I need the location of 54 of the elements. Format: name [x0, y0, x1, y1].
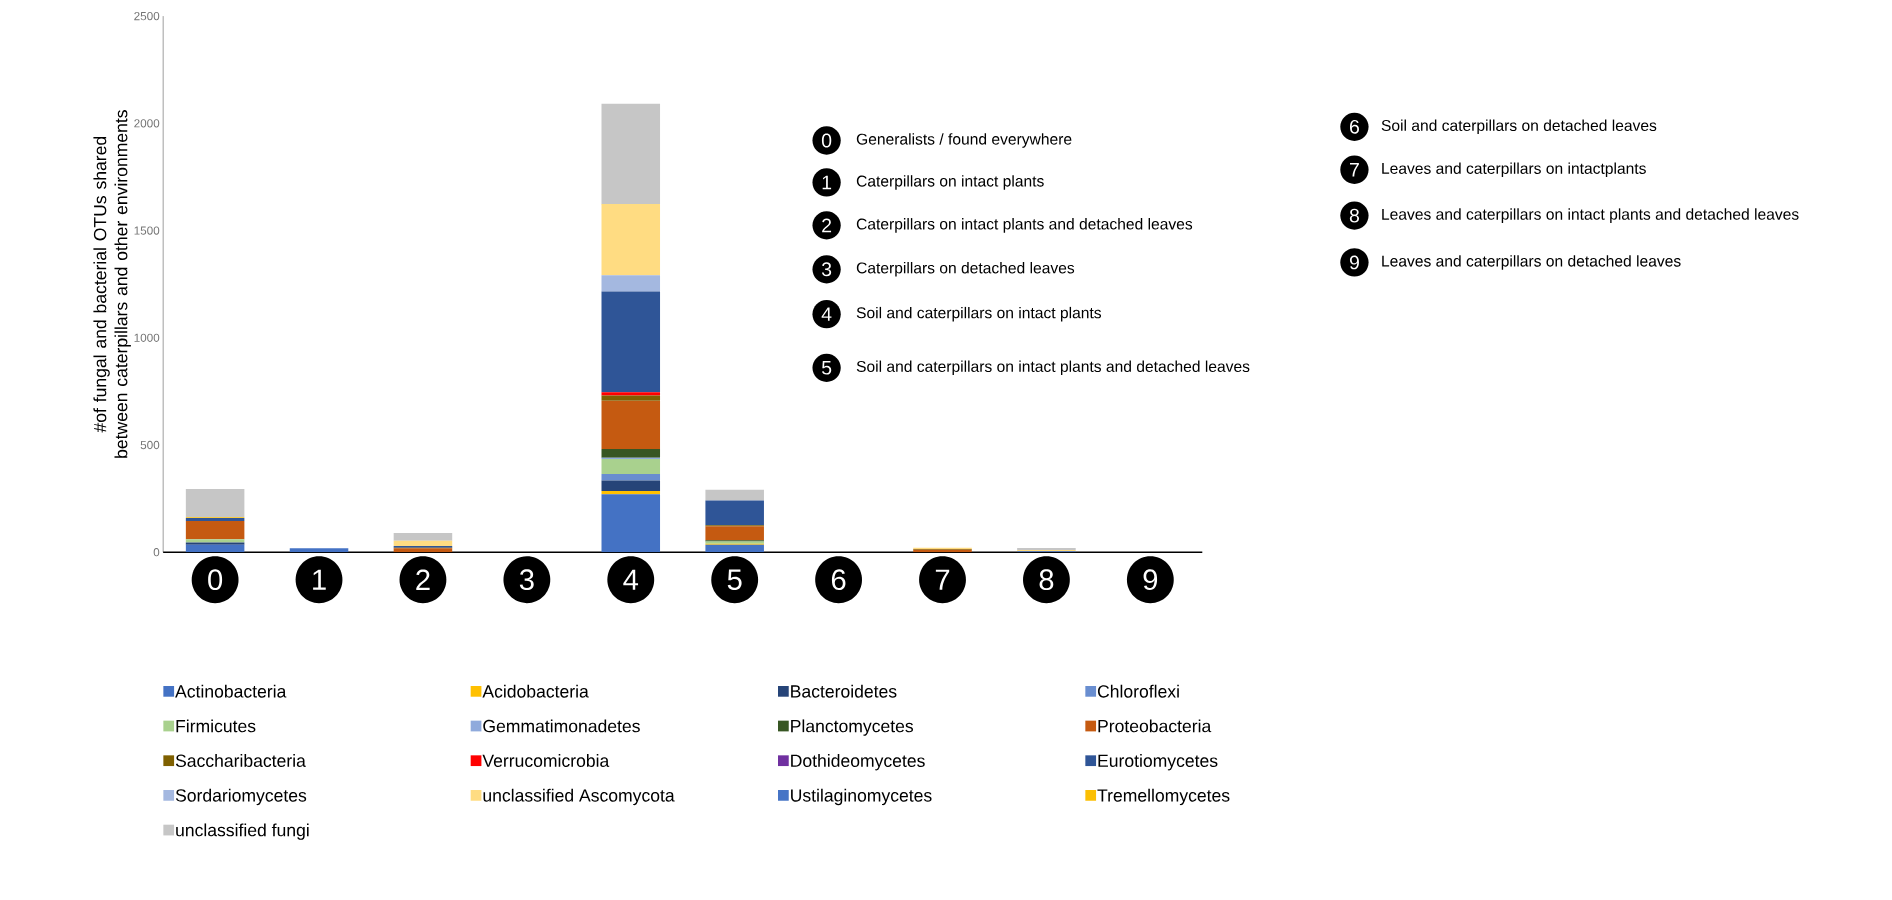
- text: Leaves and caterpillars on intactplants: [1382, 162, 1646, 178]
- category-label: 4: [821, 307, 832, 322]
- text: Leaves and caterpillars on intact plants and detached leaves: [1382, 208, 1799, 224]
- annotation: Caterpillars on detached leaves: [856, 262, 1075, 277]
- legend-label: Firmicutes: [176, 719, 256, 733]
- text: Leaves and caterpillars on detached leaves: [1382, 255, 1681, 270]
- legend-label: Tremellomycetes: [1097, 788, 1230, 806]
- legend-label: Verrucomicrobia: [482, 754, 610, 768]
- category-label: 3: [821, 262, 832, 277]
- y-tick-label: 2500: [134, 12, 160, 21]
- legend-label: Eurotiomycetes: [1098, 754, 1218, 771]
- legend-label: Ustilaginomycetes: [791, 788, 932, 806]
- category-label: 6: [1350, 120, 1359, 134]
- annotation: Caterpillars on intact plants and detached leaves: [856, 218, 1193, 233]
- legend-label: Bacteroidetes: [791, 684, 897, 698]
- x-tick-label: 5: [727, 569, 742, 591]
- legend-label: Actinobacteria: [175, 684, 287, 698]
- x-tick-label: 9: [1143, 569, 1158, 591]
- y-tick-label: 2000: [134, 119, 160, 128]
- y-tick-label: 1000: [134, 333, 160, 343]
- x-tick-label: 6: [831, 569, 846, 591]
- y-tick-label: 1500: [134, 226, 160, 235]
- category-label: 1: [822, 175, 832, 190]
- annotation: Soil and caterpillars on intact plants: [856, 307, 1102, 322]
- text: Soil and caterpillars on detached leaves: [1381, 119, 1657, 135]
- legend-label: Chloroflexi: [1097, 684, 1179, 698]
- legend-label: Gemmatimonadetes: [483, 719, 640, 733]
- legend-label: unclassified Ascomycota: [483, 788, 675, 806]
- annotation: Caterpillars on intact plants: [856, 175, 1044, 190]
- category-label: 8: [1349, 208, 1360, 223]
- x-tick-label: 1: [313, 569, 326, 591]
- x-tick-label: 0: [208, 569, 223, 591]
- x-tick-label: 8: [1039, 569, 1054, 591]
- legend-label: Saccharibacteria: [175, 754, 306, 768]
- y-tick-label: 500: [140, 441, 160, 450]
- annotation: Soil and caterpillars on intact plants and detached leaves: [856, 360, 1250, 376]
- y-tick-label: 0: [153, 548, 160, 557]
- x-tick-label: 7: [935, 569, 950, 591]
- legend-label: Dothideomycetes: [791, 754, 925, 771]
- category-label: 7: [1350, 163, 1359, 177]
- legend-label: Acidobacteria: [482, 684, 589, 698]
- x-tick-label: 3: [519, 569, 534, 591]
- category-label: 9: [1349, 255, 1359, 270]
- category-label: 0: [821, 133, 832, 148]
- legend-label: unclassified fungi: [176, 823, 309, 841]
- x-tick-label: 4: [623, 569, 639, 591]
- legend-label: Proteobacteria: [1098, 719, 1212, 733]
- category-label: 2: [822, 218, 832, 233]
- legend-label: Sordariomycetes: [175, 788, 307, 806]
- x-tick-label: 2: [416, 569, 430, 591]
- legend-label: Planctomycetes: [791, 719, 914, 736]
- annotation: Generalists / found everywhere: [856, 133, 1072, 148]
- y-axis-title: #of fungal and bacterial OTUs shared between caterpillars and other environments: [93, 110, 131, 458]
- category-label: 5: [821, 361, 832, 375]
